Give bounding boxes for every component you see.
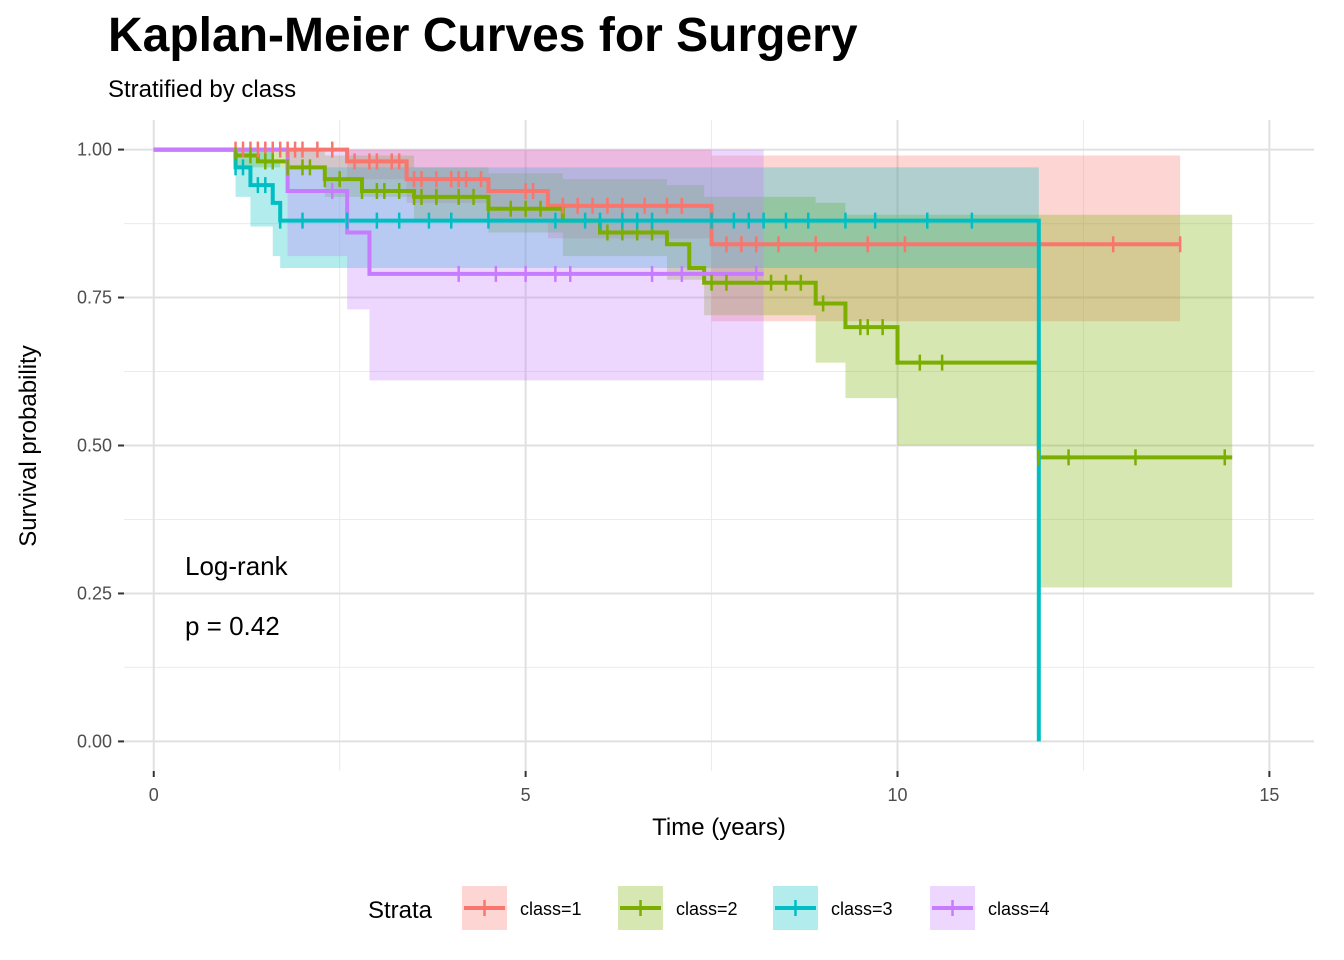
chart-title: Kaplan-Meier Curves for Surgery — [108, 9, 858, 62]
legend-label: class=1 — [520, 899, 582, 919]
annotation-pvalue: p = 0.42 — [185, 611, 280, 641]
x-tick-label: 0 — [149, 785, 159, 805]
y-tick-label: 0.25 — [77, 583, 112, 603]
legend: Strata class=1 class=2 class=3 class=4 — [368, 886, 1050, 930]
legend-label: class=3 — [831, 899, 893, 919]
y-axis-title: Survival probability — [15, 345, 42, 546]
ci-band-class-2 — [153, 149, 1233, 588]
y-tick-label: 0.50 — [77, 436, 112, 456]
ci-band-class-3 — [153, 149, 1039, 268]
y-tick-label: 0.75 — [77, 288, 112, 308]
annotation-logrank: Log-rank — [185, 551, 289, 581]
legend-label: class=2 — [676, 899, 738, 919]
legend-title: Strata — [368, 897, 433, 924]
axis-ticks: 0 5 10 15 0.00 0.25 0.50 0.75 1.00 — [77, 140, 1279, 805]
grid — [124, 120, 1314, 771]
x-axis-title: Time (years) — [652, 814, 786, 841]
y-tick-label: 0.00 — [77, 731, 112, 751]
confidence-bands — [153, 149, 1233, 588]
y-tick-label: 1.00 — [77, 140, 112, 160]
x-tick-label: 15 — [1259, 785, 1279, 805]
chart-subtitle: Stratified by class — [108, 76, 297, 103]
legend-label: class=4 — [988, 899, 1050, 919]
x-tick-label: 5 — [521, 785, 531, 805]
censor-marks — [234, 141, 1226, 466]
x-tick-label: 10 — [887, 785, 907, 805]
km-curve-class-1 — [153, 147, 1181, 247]
